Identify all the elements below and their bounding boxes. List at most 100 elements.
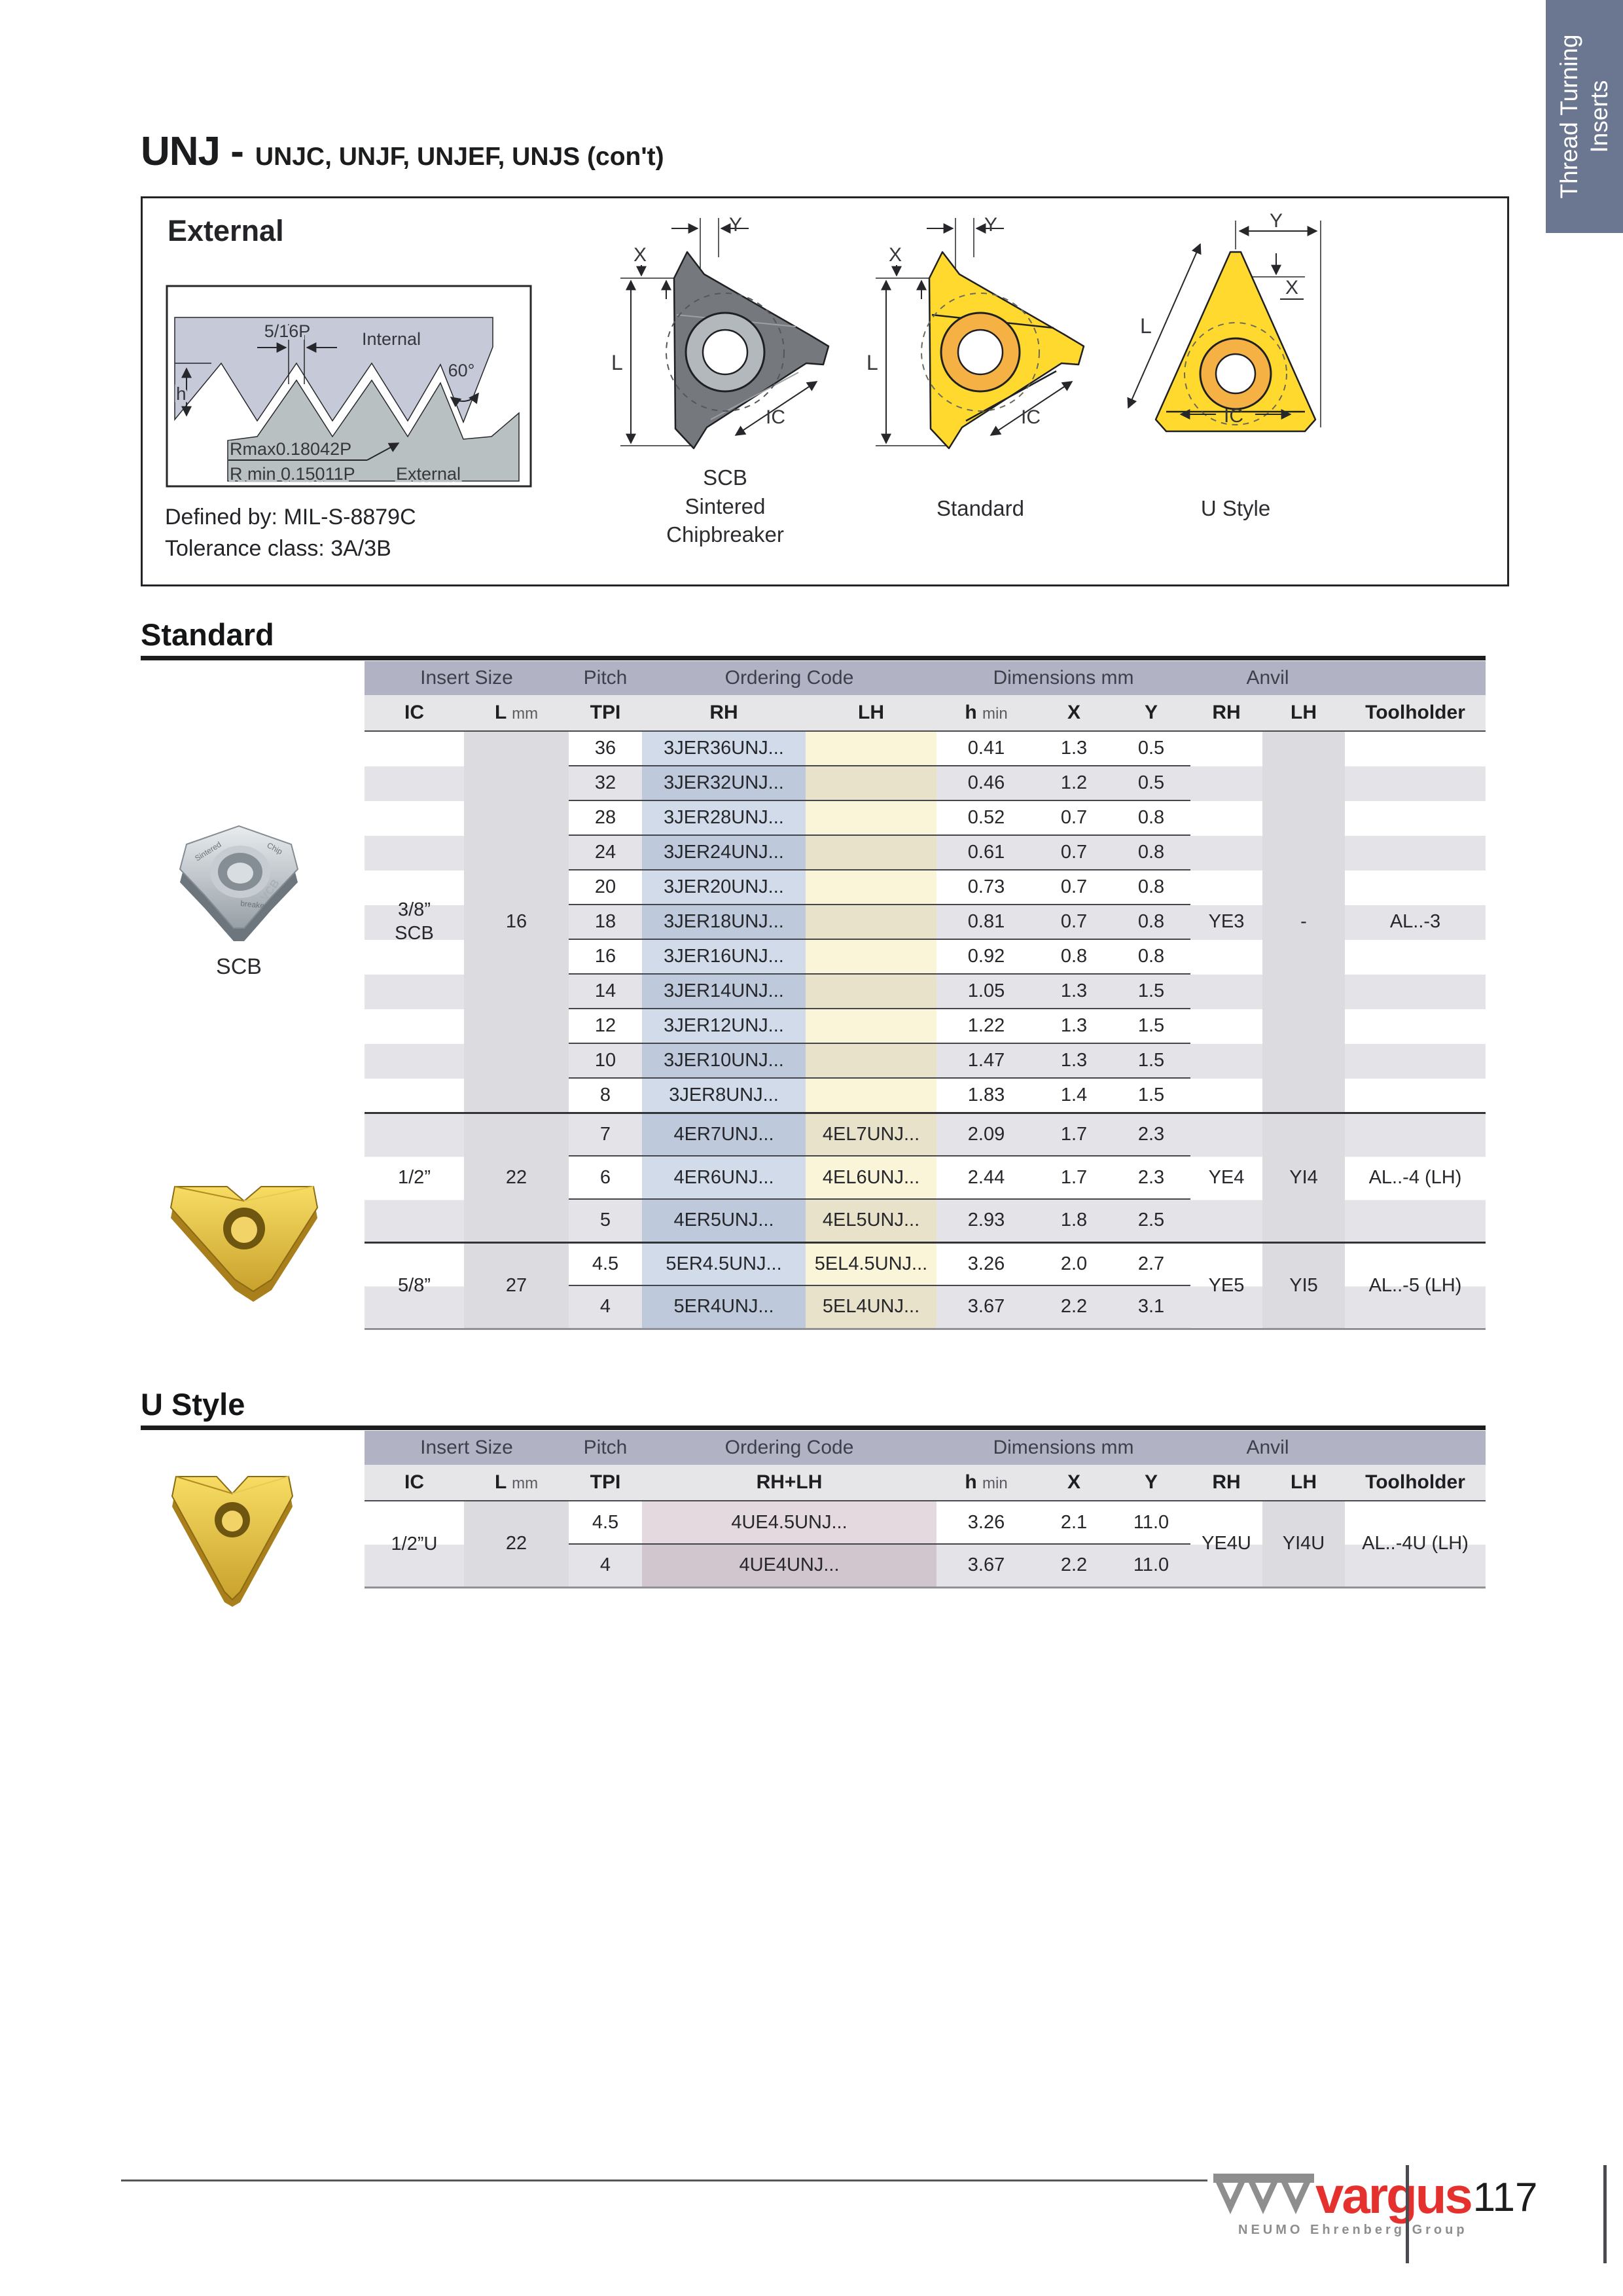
cell-y: 0.8	[1112, 939, 1190, 974]
standard-table: Insert Size Pitch Ordering Code Dimensio…	[365, 661, 1486, 1330]
cell-lh-code: 4EL6UNJ...	[806, 1155, 936, 1199]
angle-arc	[450, 392, 479, 408]
cell-code: 4UE4UNJ...	[642, 1543, 936, 1588]
cell-hmin: 0.46	[936, 765, 1036, 800]
vargus-logo-text: vargus	[1315, 2166, 1471, 2224]
profile-label-h: h	[176, 384, 187, 404]
col-header-hmin: h min	[936, 695, 1036, 732]
col-header-anvil-rh: RH	[1190, 695, 1262, 732]
cell-y: 11.0	[1133, 1511, 1169, 1533]
cell-y: 2.3	[1112, 1111, 1190, 1156]
cell-tpi: 24	[569, 834, 642, 870]
cell-anvil-rh: YE5	[1190, 1241, 1262, 1330]
cell-hmin: 0.61	[936, 834, 1036, 870]
cell-anvil-lh: YI4	[1262, 1111, 1345, 1242]
cell-tpi: 4	[569, 1543, 642, 1588]
dim-label-ic: IC	[1224, 405, 1243, 427]
scb-photo-caption: SCB	[216, 954, 262, 979]
cell-l: 27	[464, 1241, 569, 1330]
u-style-diagram-caption: U Style	[1111, 494, 1360, 523]
cell-lh-code: 5EL4UNJ...	[806, 1285, 936, 1330]
cell-x: 1.3	[1060, 738, 1088, 759]
cell-rh-code: 3JER28UNJ...	[642, 800, 806, 835]
cell-x: 0.8	[1036, 939, 1112, 974]
dim-label-l: L	[866, 351, 878, 374]
dim-label-ic: IC	[1021, 406, 1041, 428]
dim-label-y: Y	[1270, 211, 1283, 232]
cell-x: 2.1	[1060, 1511, 1088, 1533]
cell-y: 0.8	[1112, 869, 1190, 905]
cell-hmin: 0.41	[967, 738, 1005, 759]
col-header-l: L mm	[464, 1465, 569, 1501]
footer-rule	[121, 2179, 1207, 2181]
cell-x: 1.3	[1036, 1008, 1112, 1043]
group-header-anvil: Anvil	[1190, 661, 1345, 695]
vargus-logo-subtext: NEUMO Ehrenberg Group	[1238, 2223, 1468, 2237]
cell-tpi: 12	[569, 1008, 642, 1043]
col-header-tpi: TPI	[569, 695, 642, 732]
column-header-row: IC L mm TPI RH+LH h min X Y RH LH Toolho…	[365, 1465, 1486, 1501]
cell-x: 1.8	[1036, 1198, 1112, 1242]
page-number: 117	[1472, 2175, 1538, 2220]
col-header-l: L mm	[464, 695, 569, 732]
half-inch-insert-photo	[169, 1186, 319, 1302]
cell-x: 1.4	[1036, 1077, 1112, 1113]
cell-lh-code	[806, 869, 936, 905]
cell-tpi: 14	[569, 973, 642, 1009]
cell-y: 2.5	[1112, 1198, 1190, 1242]
cell-x: 0.7	[1036, 834, 1112, 870]
profile-label-516p: 5/16P	[264, 321, 311, 341]
scb-engraving-breaker: breaker	[240, 899, 268, 910]
page-title-main: UNJ -	[141, 129, 244, 174]
cell-y: 1.5	[1112, 1077, 1190, 1113]
cell-toolholder: AL..-5 (LH)	[1345, 1241, 1486, 1330]
external-heading: External	[168, 214, 284, 247]
u-photo-top	[171, 1476, 294, 1601]
cell-tpi: 4.5	[569, 1241, 642, 1285]
scb-diagram-caption: SCB Sintered Chipbreaker	[601, 463, 849, 549]
u-style-section-rule	[141, 1426, 1486, 1430]
cell-tpi: 6	[569, 1155, 642, 1199]
profile-label-internal: Internal	[362, 329, 421, 349]
dim-label-ic: IC	[766, 406, 785, 428]
cell-tpi: 4.5	[592, 1511, 619, 1533]
group-header-ordering-code: Ordering Code	[642, 1431, 936, 1465]
cell-x: 1.3	[1036, 1043, 1112, 1078]
cell-anvil-rh: YE3	[1190, 731, 1262, 1113]
cell-y: 0.8	[1112, 800, 1190, 835]
cell-rh-code: 4ER6UNJ...	[642, 1155, 806, 1199]
cell-ic: 3/8” SCB	[365, 731, 464, 1113]
cell-tpi: 5	[569, 1198, 642, 1242]
cell-rh-code: 3JER24UNJ...	[642, 834, 806, 870]
group-header-dimensions: Dimensions mm	[936, 1431, 1190, 1465]
cell-l: 16	[464, 731, 569, 1113]
col-header-y: Y	[1112, 695, 1190, 732]
cell-hmin: 1.83	[936, 1077, 1036, 1113]
cell-x: 2.2	[1036, 1543, 1112, 1588]
cell-anvil-lh: YI5	[1262, 1241, 1345, 1330]
dim-arrow	[366, 442, 400, 461]
cell-l: 22	[464, 1111, 569, 1242]
cell-rh-code: 3JER8UNJ...	[642, 1077, 806, 1113]
u-style-insert-drawing: Y X L IC	[1127, 211, 1321, 433]
cell-tpi: 36	[594, 738, 616, 759]
cell-lh-code	[806, 1043, 936, 1078]
group-header-dimensions: Dimensions mm	[936, 661, 1190, 695]
col-header-ic: IC	[365, 695, 464, 732]
cell-y: 11.0	[1112, 1543, 1190, 1588]
cell-tpi: 20	[569, 869, 642, 905]
cell-y: 0.5	[1137, 738, 1165, 759]
cell-lh-code	[806, 1077, 936, 1113]
cell-x: 1.7	[1036, 1155, 1112, 1199]
cell-ic: 5/8”	[365, 1241, 464, 1330]
cell-rh-code: 3JER10UNJ...	[642, 1043, 806, 1078]
standard-insert-drawing: Y X L IC	[866, 214, 1085, 450]
group-header-ordering-code: Ordering Code	[642, 661, 936, 695]
scb-insert-drawing: Y X L IC	[611, 214, 830, 450]
defined-by-text: Defined by: MIL-S-8879C	[165, 505, 416, 529]
dim-label-x: X	[889, 244, 902, 266]
sidebar-tab-line2: Inserts	[1586, 80, 1613, 153]
internal-thread-shape	[174, 317, 493, 424]
table-row: 1/2” 22 7 4ER7UNJ... 4EL7UNJ... 2.09 1.7…	[365, 1111, 1486, 1242]
tolerance-text: Tolerance class: 3A/3B	[165, 536, 391, 561]
